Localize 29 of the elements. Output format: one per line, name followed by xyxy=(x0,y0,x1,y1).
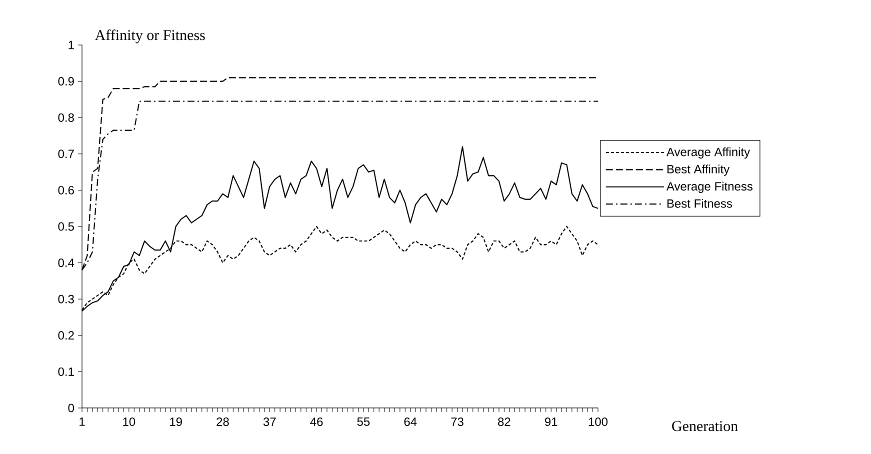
x-tick-label: 28 xyxy=(216,418,229,426)
x-tick-label: 55 xyxy=(357,418,370,426)
x-tick-label: 73 xyxy=(451,418,464,426)
x-tick-label: 10 xyxy=(123,418,136,426)
y-tick-label: 0.3 xyxy=(58,294,74,304)
x-tick-label: 64 xyxy=(404,418,417,426)
x-tick-label: 19 xyxy=(170,418,182,426)
y-tick-label: 0.9 xyxy=(58,77,74,86)
y-tick-label: 0.4 xyxy=(58,258,74,268)
x-tick-label: 1 xyxy=(80,418,85,426)
y-tick-label: 0.1 xyxy=(58,367,74,376)
x-axis-title: Generation xyxy=(672,421,738,432)
y-tick-label: 0.2 xyxy=(58,331,74,340)
y-axis-title: Affinity or Fitness xyxy=(94,29,205,44)
x-tick-label: 91 xyxy=(544,418,558,426)
legend-label: Average Fitness xyxy=(666,182,752,193)
y-tick-label: 0.5 xyxy=(58,222,74,231)
x-tick-label: 82 xyxy=(498,418,510,426)
y-tick-label: 0.6 xyxy=(58,186,74,194)
x-tick-label: 100 xyxy=(588,418,608,426)
y-tick-label: 0.7 xyxy=(58,150,74,158)
x-tick-label: 46 xyxy=(310,418,323,426)
y-tick-label: 0 xyxy=(68,404,74,412)
y-tick-label: 0.8 xyxy=(58,113,74,122)
legend-label: Best Affinity xyxy=(667,164,730,176)
legend-label: Average Affinity xyxy=(666,147,750,159)
y-tick-label: 1 xyxy=(68,40,74,50)
legend-label: Best Fitness xyxy=(667,198,732,208)
x-tick-label: 37 xyxy=(263,418,276,426)
